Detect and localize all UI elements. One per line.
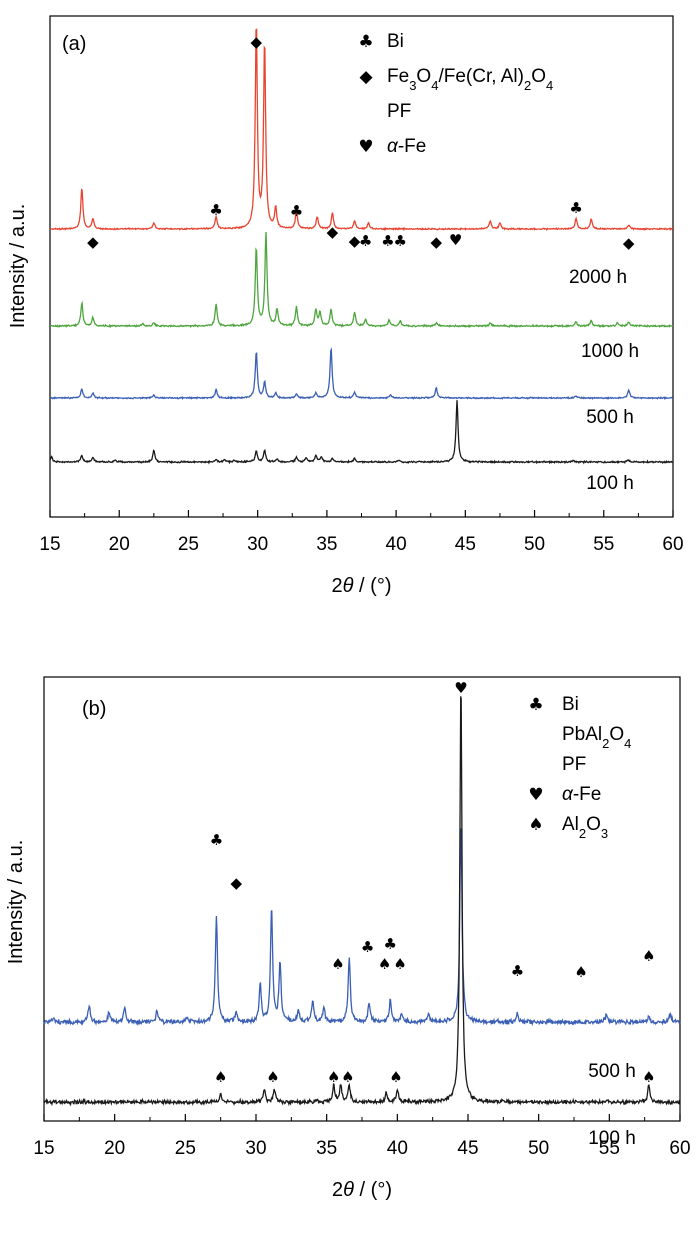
series-label: 2000 h	[569, 267, 627, 288]
x-tick-label: 45	[455, 534, 476, 555]
peak-marker: ◆	[230, 874, 242, 892]
series-line	[49, 28, 674, 232]
x-tick-label: 40	[386, 534, 407, 555]
x-tick-label: 55	[599, 1138, 620, 1159]
series-line	[49, 400, 674, 465]
x-tick-label: 60	[669, 1138, 690, 1159]
peak-marker: ♣	[511, 962, 524, 980]
x-tick-label: 50	[524, 534, 545, 555]
peak-marker: ♣	[394, 232, 407, 250]
x-tick-label: 35	[316, 1138, 337, 1159]
chart-panel-a: 15 20 25 30 35 40 45 50 55 60 2θ / (°) Intensity / …	[7, 15, 684, 597]
legend-label: α-Fe	[387, 136, 426, 157]
legend-label: PF	[387, 101, 411, 122]
x-tick-label: 25	[175, 1138, 196, 1159]
peak-marker: ♣	[359, 232, 372, 250]
panel-label: (a)	[62, 33, 86, 55]
peak-marker: ♣	[290, 202, 303, 220]
legend-marker: ♠	[528, 815, 543, 835]
x-tick-label: 15	[33, 1138, 54, 1159]
peak-marker: ♠	[327, 1068, 340, 1086]
x-tick-label: 35	[316, 534, 337, 555]
peak-marker: ◆	[327, 223, 339, 241]
x-tick-label: 30	[245, 1138, 266, 1159]
peak-marker: ◆	[430, 233, 442, 251]
x-axis-title: 2θ / (°)	[332, 1179, 392, 1201]
series-label: 1000 h	[581, 341, 639, 362]
x-tick-label: 30	[247, 534, 268, 555]
peak-marker: ♣	[384, 935, 397, 953]
legend-label: Fe3O4/Fe(Cr, Al)2O4	[387, 66, 553, 93]
series-line	[49, 231, 673, 329]
legend-marker: ♥	[358, 137, 373, 157]
legend-label: Al2O3	[562, 814, 608, 841]
x-tick-label: 40	[387, 1138, 408, 1159]
peak-marker: ♣	[569, 199, 582, 217]
legend-label: Bi	[387, 31, 404, 52]
series-label: 100 h	[588, 1128, 636, 1149]
panel-label: (b)	[82, 698, 106, 720]
peak-marker: ♣	[361, 938, 374, 956]
legend-marker: ♥	[528, 785, 543, 805]
peak-marker: ♠	[393, 955, 406, 973]
x-tick-label: 25	[178, 534, 199, 555]
series-line	[49, 347, 673, 400]
peak-marker: ♠	[214, 1068, 227, 1086]
peak-marker: ♠	[642, 947, 655, 965]
x-tick-label: 60	[662, 534, 683, 555]
peak-marker: ◆	[87, 233, 99, 251]
x-tick-label: 55	[593, 534, 614, 555]
legend-label: α-Fe	[562, 784, 601, 805]
peak-marker: ◆	[623, 234, 635, 252]
y-axis-title: Intensity / a.u.	[5, 840, 27, 965]
peak-marker: ♠	[389, 1068, 402, 1086]
chart-panel-b: 15 20 25 30 35 40 45 50 55 60 2θ / (°) Intensity / …	[5, 676, 691, 1201]
peak-marker: ♥	[449, 231, 462, 249]
legend-label: Bi	[562, 694, 579, 715]
x-tick-label: 45	[457, 1138, 478, 1159]
peak-marker: ♠	[574, 963, 587, 981]
series-label: 500 h	[586, 407, 634, 428]
x-tick-label: 20	[109, 534, 130, 555]
series-line	[43, 696, 681, 1107]
peak-marker: ♠	[331, 955, 344, 973]
peak-marker: ♣	[210, 831, 223, 849]
peak-marker: ♥	[454, 679, 467, 697]
series-label: 500 h	[588, 1061, 636, 1082]
series-label: 100 h	[586, 473, 634, 494]
peak-marker: ♠	[378, 955, 391, 973]
x-axis-title: 2θ / (°)	[332, 575, 392, 597]
legend-marker: ♣	[358, 32, 373, 52]
x-tick-label: 20	[104, 1138, 125, 1159]
peak-marker: ♣	[209, 201, 222, 219]
legend-marker: ♣	[528, 695, 543, 715]
x-tick-label: 50	[528, 1138, 549, 1159]
peak-marker: ♣	[381, 232, 394, 250]
legend-label: PbAl2O4	[562, 724, 631, 751]
peak-marker: ♠	[341, 1068, 354, 1086]
peak-marker: ◆	[349, 232, 361, 250]
x-tick-label: 15	[39, 534, 60, 555]
y-axis-title: Intensity / a.u.	[7, 204, 29, 329]
peak-marker: ♠	[266, 1068, 279, 1086]
peak-marker: ♠	[642, 1068, 655, 1086]
series-line	[43, 828, 681, 1027]
legend-label: PF	[562, 754, 586, 775]
legend-marker: ◆	[359, 67, 373, 87]
peak-marker: ◆	[251, 33, 263, 51]
